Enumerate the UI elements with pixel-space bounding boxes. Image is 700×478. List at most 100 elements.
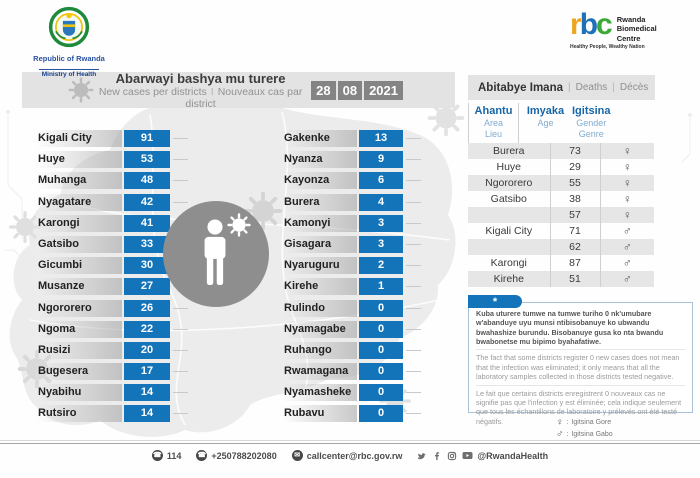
district-name: Rulindo bbox=[282, 299, 357, 317]
leader-line bbox=[406, 159, 421, 161]
death-gender-symbol: ♀ bbox=[599, 143, 654, 159]
death-age: 51 bbox=[549, 271, 600, 287]
district-row: Nyagatare 42 bbox=[36, 193, 188, 211]
death-age: 62 bbox=[549, 239, 600, 255]
header-titles: Abarwayi bashya mu turere New cases per … bbox=[22, 71, 311, 110]
district-case-count: 91 bbox=[124, 130, 170, 147]
district-row: Nyanza 9 bbox=[282, 151, 421, 169]
phone-icon: ☎ bbox=[151, 450, 163, 461]
email-icon: ✉ bbox=[291, 450, 303, 461]
deaths-title-fr: Décès bbox=[619, 82, 649, 93]
district-row: Nyaruguru 2 bbox=[282, 257, 421, 275]
gender-symbol-icon: ♂ bbox=[556, 429, 564, 440]
page-title: Abarwayi bashya mu turere bbox=[115, 70, 286, 86]
district-row: Kirehe 1 bbox=[282, 278, 421, 296]
deaths-row: Kigali City 57 ♀ bbox=[468, 207, 654, 255]
district-name: Musanze bbox=[36, 278, 122, 296]
deaths-row: Ngororero 55 ♀ bbox=[468, 175, 654, 191]
rwanda-coat-of-arms-icon bbox=[48, 6, 90, 48]
district-name: Gakenke bbox=[282, 130, 357, 147]
hotline-item: ☎ 114 bbox=[151, 450, 181, 461]
header-bar: Abarwayi bashya mu turere New cases per … bbox=[22, 71, 455, 110]
district-name: Muhanga bbox=[36, 172, 122, 190]
district-case-count: 0 bbox=[359, 320, 403, 338]
note-english: The fact that some districts register 0 … bbox=[476, 349, 685, 381]
district-row: Ruhango 0 bbox=[282, 341, 421, 359]
district-case-count: 48 bbox=[124, 172, 170, 190]
death-area: Kirehe bbox=[468, 271, 550, 287]
moh-country-label: Republic of Rwanda bbox=[33, 54, 105, 63]
district-row: Kigali City 91 bbox=[36, 130, 188, 147]
footer-divider bbox=[0, 443, 700, 444]
district-case-count: 3 bbox=[359, 214, 403, 232]
district-case-count: 2 bbox=[359, 257, 403, 275]
district-name: Nyanza bbox=[282, 151, 357, 169]
leader-line bbox=[406, 222, 421, 224]
district-row: Huye 53 bbox=[36, 151, 188, 169]
date-day: 28 bbox=[311, 80, 336, 100]
page-subtitle: New cases per districts I Nouveaux cas par… bbox=[98, 85, 303, 110]
leader-line bbox=[406, 138, 421, 139]
phone-icon: ☎ bbox=[196, 450, 208, 461]
leader-line bbox=[406, 286, 421, 288]
leader-line bbox=[406, 201, 421, 203]
district-row: Muhanga 48 bbox=[36, 172, 188, 190]
district-name: Rutsiro bbox=[36, 405, 122, 423]
leader-line bbox=[406, 392, 421, 394]
district-case-count: 42 bbox=[124, 193, 170, 211]
district-case-count: 0 bbox=[359, 363, 403, 381]
death-area: Kigali City bbox=[468, 207, 550, 255]
death-age: 29 bbox=[549, 159, 600, 175]
district-row: Musanze 27 bbox=[36, 278, 188, 296]
leader-line bbox=[173, 413, 188, 415]
district-name: Gicumbi bbox=[36, 257, 122, 275]
death-area: Huye bbox=[496, 161, 521, 173]
district-name: Rwamagana bbox=[282, 363, 357, 381]
district-name: Karongi bbox=[36, 214, 122, 232]
note-french: Le fait que certains districts enregistr… bbox=[476, 384, 685, 426]
leader-line bbox=[173, 159, 188, 161]
death-gender-symbol: ♀ bbox=[599, 191, 654, 207]
district-case-count: 14 bbox=[124, 405, 170, 423]
leader-line bbox=[406, 265, 421, 267]
district-name: Nyabihu bbox=[36, 384, 122, 402]
leader-line bbox=[173, 201, 188, 203]
leader-line bbox=[406, 243, 421, 245]
district-case-count: 17 bbox=[124, 363, 170, 381]
district-list-left: Kigali City 91 Huye 53 Muhanga 48 Nyagat… bbox=[36, 130, 188, 423]
death-gender-symbol: ♀ bbox=[599, 207, 654, 223]
moh-ministry-label: Ministry of Health bbox=[38, 69, 100, 78]
district-row: Rwamagana 0 bbox=[282, 363, 421, 381]
leader-line bbox=[173, 307, 188, 309]
district-name: Rusizi bbox=[36, 341, 122, 359]
leader-line bbox=[406, 349, 421, 351]
footer: ☎ 114 ☎ +250788202080 ✉ callcenter@rbc.g… bbox=[0, 450, 700, 461]
district-case-count: 14 bbox=[124, 384, 170, 402]
footer-divider bbox=[0, 440, 700, 441]
phone-item: ☎ +250788202080 bbox=[196, 450, 277, 461]
death-gender-symbol: ♀ bbox=[599, 175, 654, 191]
district-case-count: 0 bbox=[359, 299, 403, 317]
death-gender-symbol: ♂ bbox=[599, 255, 654, 271]
legend-label: Igitsina Gabo bbox=[571, 431, 613, 438]
social-handle: @RwandaHealth bbox=[477, 450, 549, 461]
twitter-icon bbox=[418, 452, 427, 459]
district-case-count: 1 bbox=[359, 278, 403, 296]
deaths-table-header: Ahantu Area Lieu Imyaka Age Igitsina Gen… bbox=[468, 103, 654, 143]
death-age: 71 bbox=[549, 223, 600, 239]
person-with-virus-figure bbox=[163, 201, 269, 307]
district-row: Ngoma 22 bbox=[36, 320, 188, 338]
rbc-name: Rwanda Biomedical Centre bbox=[616, 15, 657, 43]
district-name: Bugesera bbox=[36, 363, 122, 381]
district-row: Karongi 41 bbox=[36, 214, 188, 232]
phone-number: +250788202080 bbox=[211, 450, 277, 461]
district-name: Nyamagabe bbox=[282, 320, 357, 338]
date-year: 2021 bbox=[364, 80, 403, 100]
facebook-icon bbox=[435, 451, 440, 460]
social-item: @RwandaHealth bbox=[417, 451, 548, 461]
district-row: Nyamasheke 0 bbox=[282, 384, 421, 402]
rbc-acronym: rbc bbox=[570, 10, 613, 43]
district-name: Huye bbox=[36, 151, 122, 169]
deaths-row: Huye 29 ♀ bbox=[468, 159, 654, 175]
